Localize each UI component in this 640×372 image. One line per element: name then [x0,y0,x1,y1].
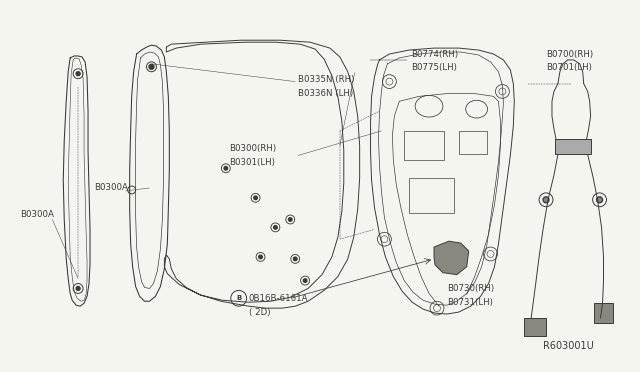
Circle shape [76,286,80,291]
FancyBboxPatch shape [594,303,613,323]
Text: B: B [236,295,241,301]
Circle shape [224,167,228,170]
Circle shape [289,218,292,221]
Text: B0301(LH): B0301(LH) [228,158,275,167]
Text: B0775(LH): B0775(LH) [412,63,457,72]
Circle shape [274,225,277,229]
FancyBboxPatch shape [555,139,591,154]
Text: B0731(LH): B0731(LH) [447,298,493,307]
Circle shape [76,72,80,76]
Circle shape [293,257,297,261]
Circle shape [543,197,549,203]
Circle shape [254,196,257,200]
Text: B0300A: B0300A [20,210,54,219]
Text: B0335N (RH): B0335N (RH) [298,75,355,84]
Circle shape [303,279,307,282]
Text: B0730(RH): B0730(RH) [447,284,494,293]
Text: B0701(LH): B0701(LH) [546,63,592,72]
Text: ( 2D): ( 2D) [248,308,270,317]
Polygon shape [434,241,468,275]
Circle shape [596,197,602,203]
FancyBboxPatch shape [524,318,546,336]
Text: B0300(RH): B0300(RH) [228,144,276,153]
Text: 0B16B-6161A: 0B16B-6161A [248,294,308,303]
Circle shape [259,255,262,259]
Circle shape [149,64,154,69]
Text: B0336N (LH): B0336N (LH) [298,89,353,98]
Text: B0300A: B0300A [94,183,128,192]
Text: R603001U: R603001U [543,341,594,350]
Text: B0774(RH): B0774(RH) [412,49,458,58]
Text: B0700(RH): B0700(RH) [546,49,593,58]
